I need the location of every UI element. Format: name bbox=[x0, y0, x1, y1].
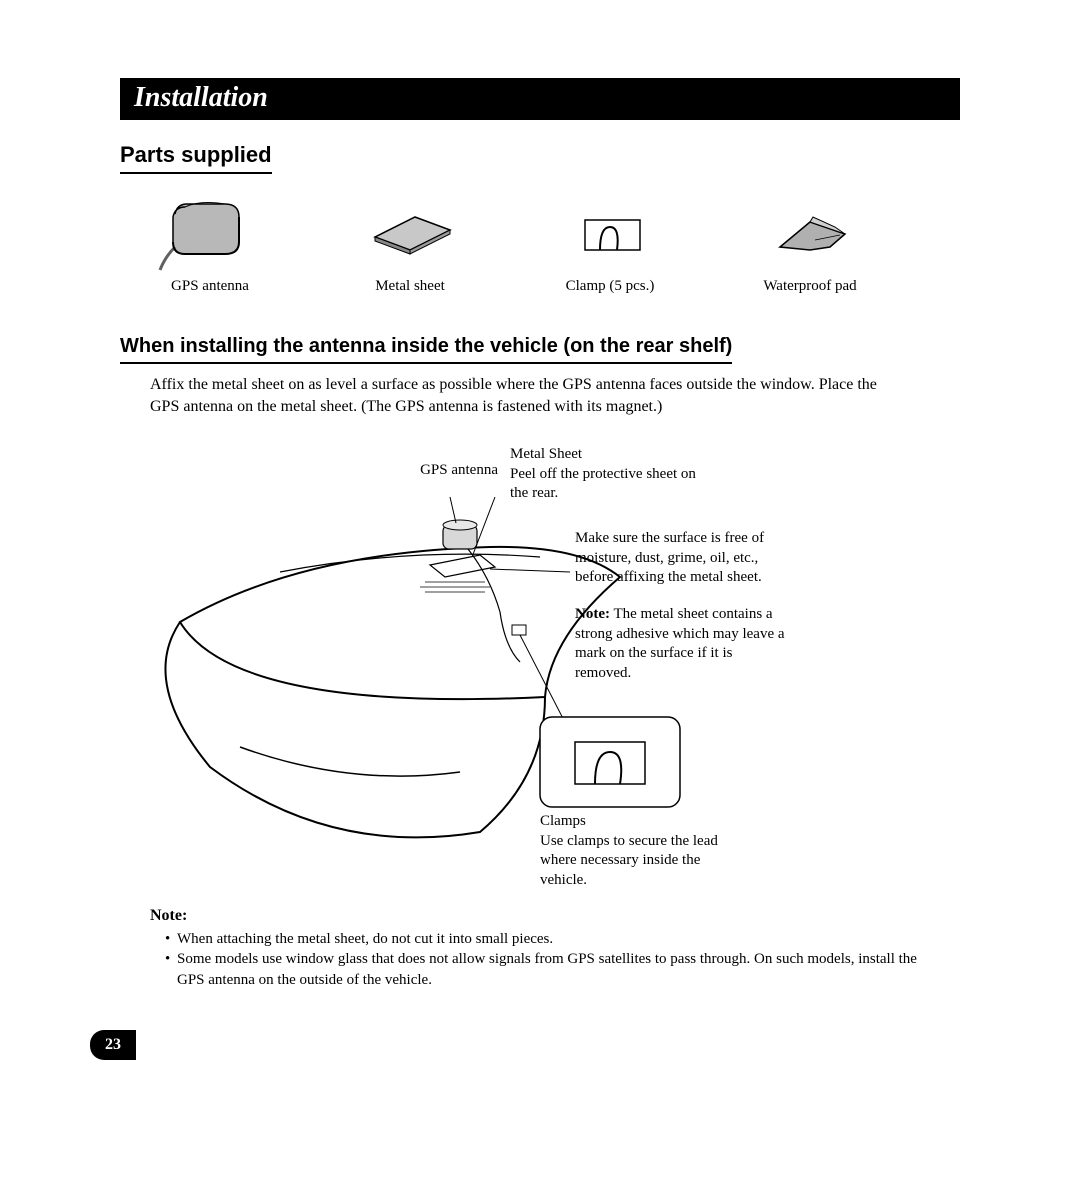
note-item: When attaching the metal sheet, do not c… bbox=[165, 929, 925, 949]
page-number-tab: 23 bbox=[90, 1030, 136, 1060]
callout-clamps-body: Use clamps to secure the lead where nece… bbox=[540, 833, 718, 888]
section-title: Installation bbox=[134, 82, 268, 113]
callout-metal-title: Metal Sheet bbox=[510, 446, 582, 462]
install-diagram: GPS antenna Metal Sheet Peel off the pro… bbox=[150, 437, 930, 887]
parts-row: GPS antenna Metal sheet Clamp (5 pcs.) bbox=[140, 192, 960, 295]
part-clamp: Clamp (5 pcs.) bbox=[540, 192, 680, 295]
metal-sheet-icon bbox=[350, 192, 470, 272]
install-body: Affix the metal sheet on as level a surf… bbox=[150, 374, 900, 417]
part-label: Waterproof pad bbox=[763, 278, 856, 295]
notes-heading: Note: bbox=[150, 907, 960, 925]
callout-note: Note: The metal sheet contains a strong … bbox=[575, 605, 785, 683]
part-gps-antenna: GPS antenna bbox=[140, 192, 280, 295]
page-content: Installation Parts supplied GPS antenna bbox=[120, 78, 960, 990]
part-label: GPS antenna bbox=[171, 278, 249, 295]
clamp-icon bbox=[550, 192, 670, 272]
gps-antenna-icon bbox=[150, 192, 270, 272]
part-waterproof-pad: Waterproof pad bbox=[740, 192, 880, 295]
notes-list: When attaching the metal sheet, do not c… bbox=[165, 929, 925, 990]
page-number: 23 bbox=[105, 1036, 121, 1054]
callout-note-bold: Note: bbox=[575, 606, 610, 622]
parts-heading: Parts supplied bbox=[120, 142, 272, 174]
waterproof-pad-icon bbox=[750, 192, 870, 272]
callout-clamps-title: Clamps bbox=[540, 813, 586, 829]
callout-metal: Metal Sheet Peel off the protective shee… bbox=[510, 445, 710, 504]
part-metal-sheet: Metal sheet bbox=[340, 192, 480, 295]
callout-gps: GPS antenna bbox=[408, 461, 498, 481]
section-header: Installation bbox=[120, 78, 960, 120]
callout-clamps: Clamps Use clamps to secure the lead whe… bbox=[540, 812, 740, 890]
part-label: Metal sheet bbox=[375, 278, 445, 295]
install-heading: When installing the antenna inside the v… bbox=[120, 335, 732, 364]
note-item: Some models use window glass that does n… bbox=[165, 949, 925, 990]
part-label: Clamp (5 pcs.) bbox=[566, 278, 655, 295]
callout-metal-body: Peel off the protective sheet on the rea… bbox=[510, 466, 696, 502]
callout-surface: Make sure the surface is free of moistur… bbox=[575, 529, 775, 588]
